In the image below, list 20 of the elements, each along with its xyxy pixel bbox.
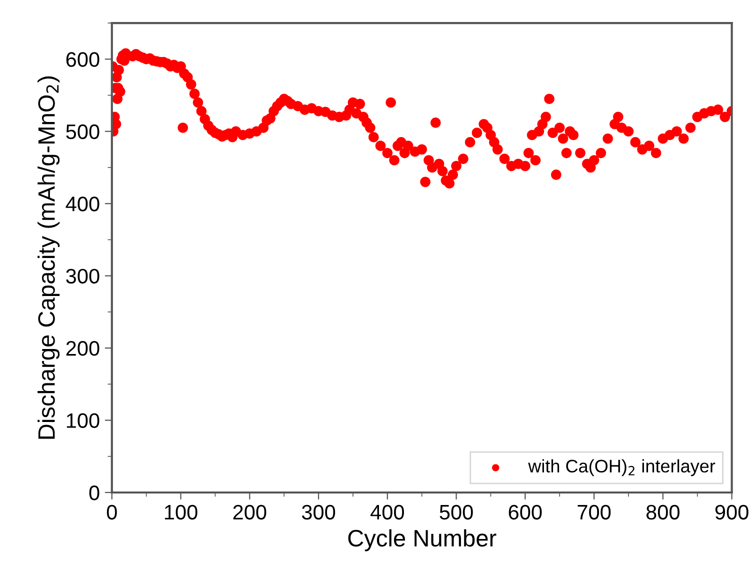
- y-axis-title: Discharge Capacity (mAh/g-MnO$_{2}$): [38, 76, 60, 439]
- y-tick-label: 0: [89, 485, 100, 500]
- y-tick-label: 200: [66, 341, 100, 356]
- x-tick-label: 0: [106, 504, 117, 520]
- y-tick-label: 100: [66, 413, 100, 428]
- y-tick-label: 500: [66, 124, 100, 140]
- x-tick-label: 500: [440, 504, 473, 520]
- x-axis-title: Cycle Number: [348, 529, 496, 552]
- x-tick-label: 600: [508, 504, 542, 520]
- y-tick-label: 400: [66, 196, 100, 212]
- y-tick-label: 600: [66, 52, 100, 67]
- x-tick-label: 200: [233, 504, 266, 520]
- x-tick-label: 800: [646, 504, 680, 520]
- x-tick-label: 400: [370, 504, 404, 520]
- x-tick-label: 700: [578, 504, 611, 520]
- legend-label: with Ca(OH)$_{2}$ interlayer: [528, 459, 716, 476]
- x-tick-label: 100: [164, 504, 198, 520]
- x-tick-label: 300: [302, 504, 336, 520]
- y-tick-label: 300: [66, 268, 100, 284]
- x-tick-label: 900: [715, 504, 748, 520]
